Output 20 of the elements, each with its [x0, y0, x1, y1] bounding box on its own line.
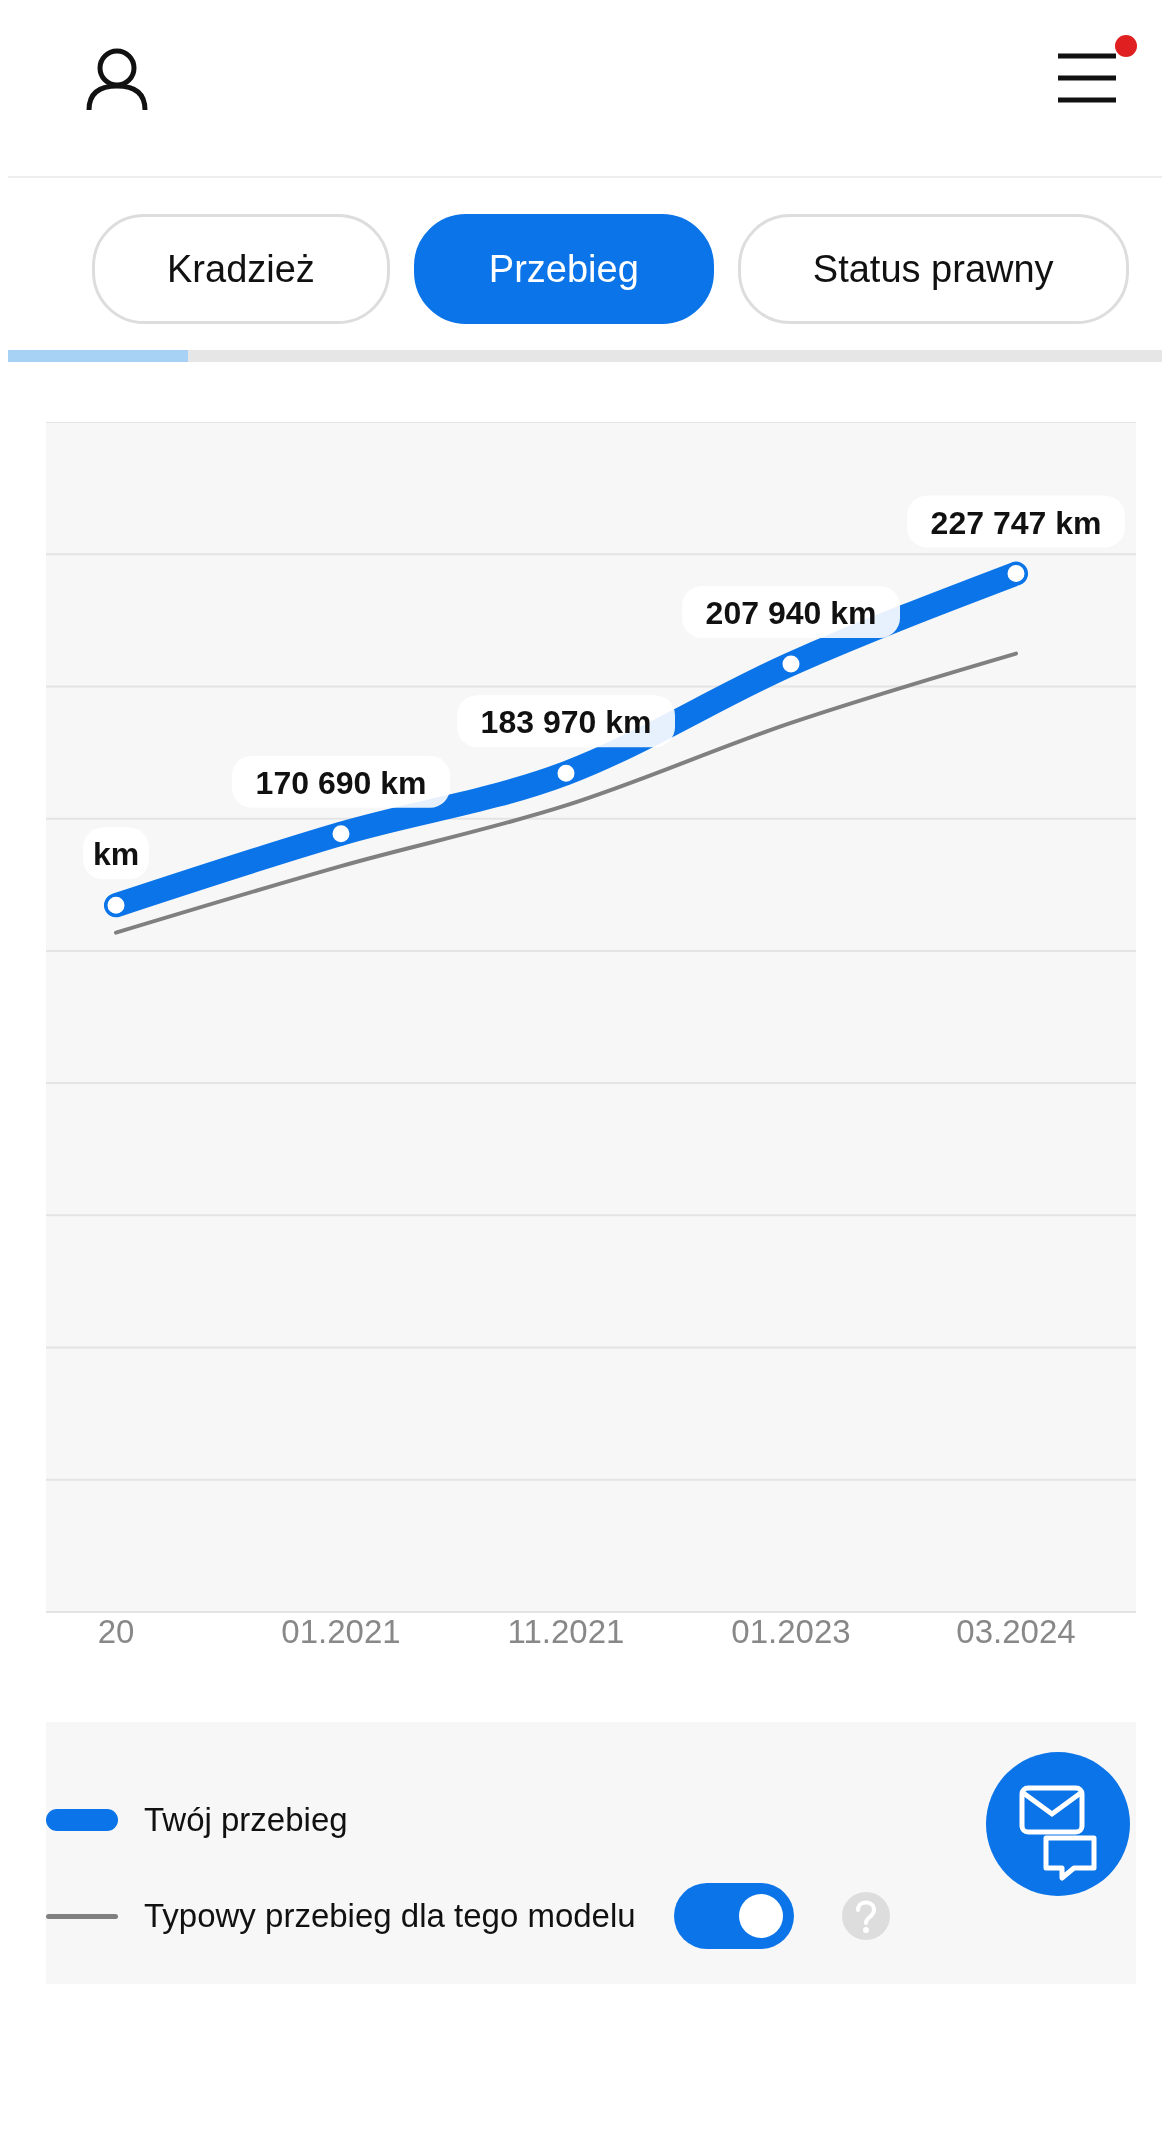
data-label: 227 747 km [930, 504, 1102, 541]
text: Kradzież [92, 214, 390, 324]
x-tick-label: 11.2021 [507, 1613, 625, 1651]
x-tick-label: 01.2021 [281, 1613, 401, 1651]
point [104, 893, 128, 917]
data-label: 183 970 km [480, 704, 652, 741]
text: Przebieg [413, 214, 714, 324]
point [1004, 562, 1028, 586]
point [554, 761, 578, 785]
legend-label: Typowy przebieg dla tego modelu [144, 1897, 636, 1935]
legend-label: Twój przebieg [144, 1801, 348, 1839]
text: Status prawny [737, 214, 1129, 324]
point [779, 652, 803, 676]
data-label: 207 940 km [705, 594, 877, 631]
x-tick-label: 03.2024 [956, 1613, 1076, 1651]
data-label: km [92, 836, 140, 873]
x-tick-label: 20 [97, 1613, 135, 1651]
data-label: 170 690 km [255, 764, 427, 801]
x-tick-label: 01.2023 [731, 1613, 851, 1651]
point [329, 822, 353, 846]
